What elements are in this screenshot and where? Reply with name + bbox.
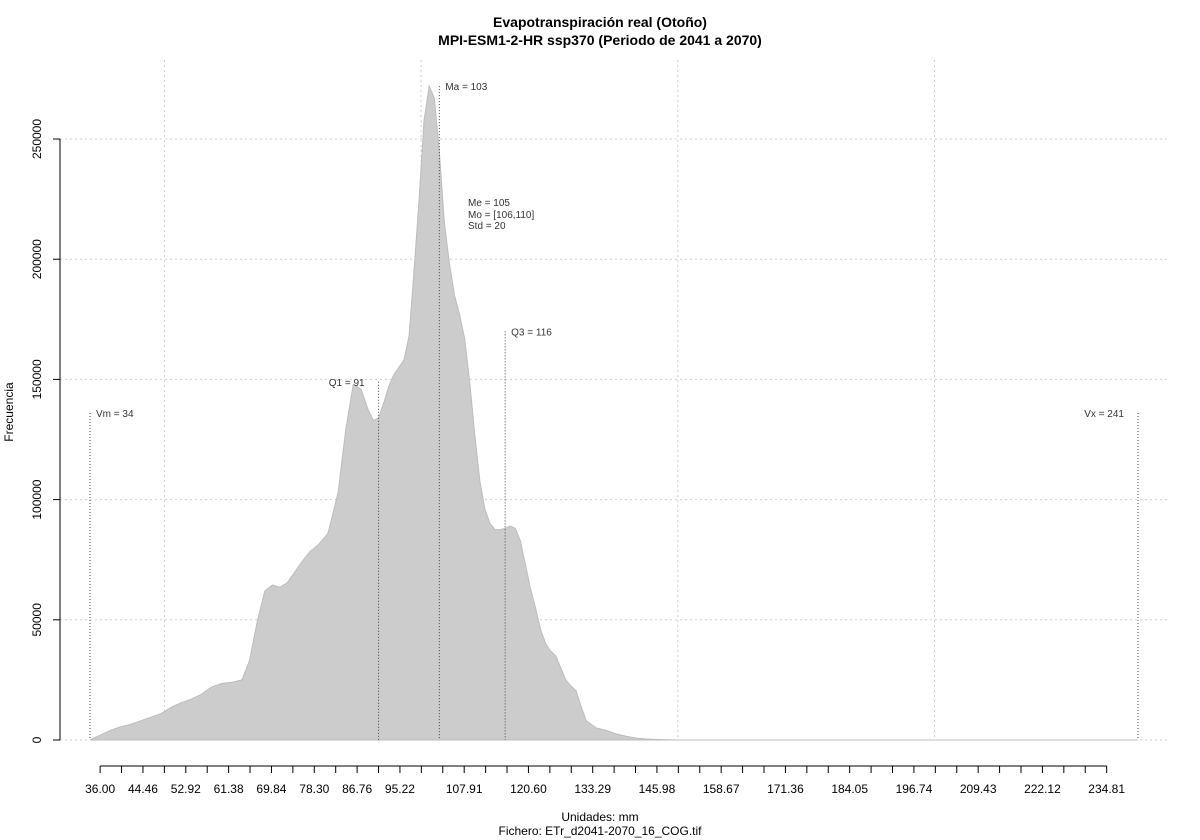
- y-tick-label: 0: [30, 736, 44, 743]
- file-label: Fichero: ETr_d2041-2070_16_COG.tif: [499, 824, 703, 838]
- x-tick-label: 158.67: [703, 782, 740, 796]
- x-tick-label: 78.30: [299, 782, 329, 796]
- chart-title: Evapotranspiración real (Otoño): [493, 14, 707, 30]
- x-tick-label: 145.98: [639, 782, 676, 796]
- marker-label: Q3 = 116: [511, 327, 552, 338]
- marker-label: Vm = 34: [96, 409, 134, 420]
- x-tick-label: 222.12: [1024, 782, 1061, 796]
- density-series: [89, 84, 1138, 741]
- y-tick-label: 50000: [30, 603, 44, 637]
- x-tick-label: 196.74: [896, 782, 933, 796]
- y-tick-label: 150000: [30, 359, 44, 399]
- y-axis-label: Frecuencia: [2, 382, 16, 442]
- x-axis-label: Unidades: mm: [561, 810, 638, 824]
- axes: 0 50000 100000 150000 200000 250000 36.00 44.46…: [30, 119, 1125, 796]
- x-tick-label: 184.05: [831, 782, 868, 796]
- grid-lines: [60, 60, 1170, 741]
- x-tick-label: 171.36: [767, 782, 804, 796]
- stat-std: Std = 20: [468, 221, 506, 232]
- x-tick-label: 86.76: [342, 782, 372, 796]
- x-tick-label: 133.29: [574, 782, 611, 796]
- x-tick-label: 209.43: [960, 782, 997, 796]
- stat-median: Me = 105: [468, 198, 510, 209]
- x-tick-label: 107.91: [446, 782, 483, 796]
- x-tick-label: 61.38: [214, 782, 244, 796]
- x-tick-label: 95.22: [385, 782, 415, 796]
- x-tick-label: 69.84: [256, 782, 286, 796]
- x-tick-label: 44.46: [128, 782, 158, 796]
- y-tick-label: 250000: [30, 119, 44, 159]
- statistic-markers: Vm = 34 Q1 = 91 Ma = 103 Q3 = 116 Vx = 241: [89, 82, 1139, 740]
- marker-label: Q1 = 91: [329, 378, 365, 389]
- stat-mode: Mo = [106,110]: [468, 210, 534, 221]
- x-tick-label: 120.60: [510, 782, 547, 796]
- density-area: [89, 84, 1138, 741]
- x-tick-label: 36.00: [85, 782, 115, 796]
- x-tick-label: 52.92: [171, 782, 201, 796]
- chart-subtitle: MPI-ESM1-2-HR ssp370 (Periodo de 2041 a …: [438, 32, 762, 48]
- y-tick-label: 100000: [30, 479, 44, 519]
- y-tick-label: 200000: [30, 239, 44, 279]
- x-tick-label: 234.81: [1088, 782, 1125, 796]
- marker-label: Vx = 241: [1084, 409, 1124, 420]
- marker-label: Ma = 103: [445, 82, 487, 93]
